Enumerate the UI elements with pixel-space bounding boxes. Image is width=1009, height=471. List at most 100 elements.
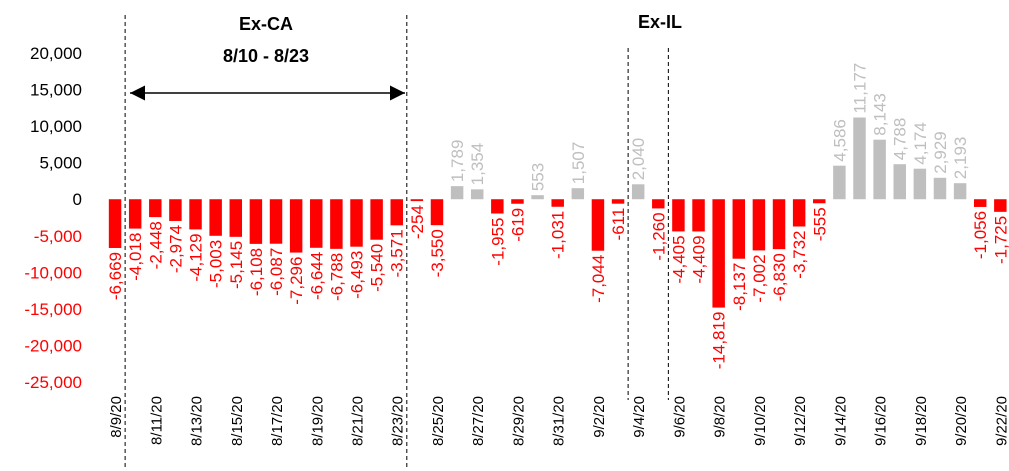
- bar: [209, 199, 222, 236]
- x-tick-label: 8/17/20: [269, 396, 286, 446]
- x-tick-label: 8/13/20: [189, 396, 206, 446]
- value-label: -6,830: [770, 253, 789, 301]
- x-tick-label: 9/22/20: [993, 396, 1009, 446]
- x-tick-label: 9/6/20: [671, 396, 688, 438]
- bar: [994, 199, 1007, 212]
- bar: [913, 168, 927, 200]
- bar: [933, 177, 947, 200]
- bar: [149, 199, 162, 218]
- bar: [611, 199, 625, 204]
- value-label: 553: [529, 163, 548, 191]
- y-tick-label: 10,000: [30, 117, 82, 136]
- x-tick-label: 8/25/20: [430, 396, 447, 446]
- bar: [229, 199, 243, 237]
- value-label: 4,174: [911, 122, 930, 165]
- bar: [591, 199, 605, 251]
- x-tick-label: 9/20/20: [953, 396, 970, 446]
- bar: [470, 189, 484, 200]
- annotation: Ex-IL: [638, 12, 682, 32]
- x-tick-label: 9/2/20: [591, 396, 608, 438]
- bar: [289, 199, 303, 253]
- bar: [873, 139, 886, 200]
- bar: [772, 199, 786, 250]
- value-label: 1,507: [569, 142, 588, 185]
- value-label: -6,644: [307, 252, 326, 300]
- y-tick-label: -15,000: [24, 300, 82, 319]
- value-label: -7,002: [750, 254, 769, 302]
- value-label: -5,003: [207, 240, 226, 288]
- x-tick-label: 8/23/20: [390, 396, 407, 446]
- x-tick-label: 8/21/20: [350, 396, 367, 446]
- value-label: -4,409: [690, 235, 709, 283]
- value-label: -555: [810, 207, 829, 241]
- value-label: 4,586: [830, 119, 849, 162]
- x-tick-label: 9/14/20: [832, 396, 849, 446]
- value-label: -2,448: [146, 221, 165, 269]
- annotation: 8/10 - 8/23: [223, 46, 309, 66]
- bar: [752, 199, 766, 251]
- x-tick-label: 9/4/20: [631, 396, 648, 438]
- bar: [953, 183, 967, 200]
- value-label: -6,788: [327, 253, 346, 301]
- y-tick-label: 15,000: [30, 81, 82, 100]
- x-tick-label: 9/8/20: [712, 396, 729, 438]
- bar: [310, 199, 323, 248]
- x-tick-label: 8/9/20: [108, 396, 125, 438]
- bar: [712, 199, 725, 308]
- bar: [792, 199, 806, 227]
- y-tick-label: -25,000: [24, 373, 82, 392]
- y-tick-label: -20,000: [24, 336, 82, 355]
- value-label: 2,193: [951, 137, 970, 180]
- value-label: -6,669: [106, 252, 125, 300]
- bar: [491, 199, 504, 214]
- value-label: 1,354: [468, 143, 487, 186]
- bar: [511, 199, 524, 204]
- value-label: -619: [508, 208, 527, 242]
- x-tick-label: 8/19/20: [309, 396, 326, 446]
- value-label: -4,129: [187, 233, 206, 281]
- value-label: -254: [408, 205, 427, 239]
- x-tick-label: 8/29/20: [510, 396, 527, 446]
- value-label: -1,056: [971, 211, 990, 259]
- bar: [833, 165, 846, 200]
- x-tick-label: 9/12/20: [792, 396, 809, 446]
- bar: [370, 199, 383, 240]
- bar: [430, 199, 444, 226]
- y-tick-label: -10,000: [24, 263, 82, 282]
- value-label: -5,540: [368, 244, 387, 292]
- value-label: -3,732: [790, 231, 809, 279]
- y-tick-label: 20,000: [30, 44, 82, 63]
- value-label: -6,493: [348, 251, 367, 299]
- bar: [631, 184, 645, 200]
- bar: [551, 199, 564, 207]
- bar: [249, 199, 263, 244]
- bar: [128, 199, 142, 229]
- bar: [108, 199, 122, 248]
- value-label: -611: [609, 208, 628, 241]
- value-label: 8,143: [871, 93, 890, 136]
- bar: [450, 186, 464, 200]
- bar: [169, 199, 182, 221]
- value-label: -7,296: [287, 257, 306, 305]
- bar: [973, 199, 987, 207]
- value-label: -3,571: [388, 229, 407, 277]
- value-label: 2,929: [931, 131, 950, 174]
- value-label: -6,108: [247, 248, 266, 296]
- x-tick-label: 8/27/20: [470, 396, 487, 446]
- value-label: -6,087: [267, 248, 286, 296]
- value-label: -4,405: [669, 235, 688, 283]
- x-tick-label: 8/31/20: [551, 396, 568, 446]
- bar: [531, 195, 544, 200]
- bar: [893, 164, 906, 200]
- y-tick-label: -5,000: [34, 227, 82, 246]
- bar: [410, 199, 424, 202]
- value-label: -3,550: [428, 229, 447, 277]
- value-label: -1,260: [649, 212, 668, 260]
- bar: [189, 199, 202, 230]
- bar: [330, 199, 343, 249]
- value-label: -8,137: [730, 263, 749, 311]
- value-label: -2,974: [166, 225, 185, 273]
- bar: [692, 199, 705, 232]
- value-label: 1,789: [448, 140, 467, 183]
- bar: [732, 199, 746, 259]
